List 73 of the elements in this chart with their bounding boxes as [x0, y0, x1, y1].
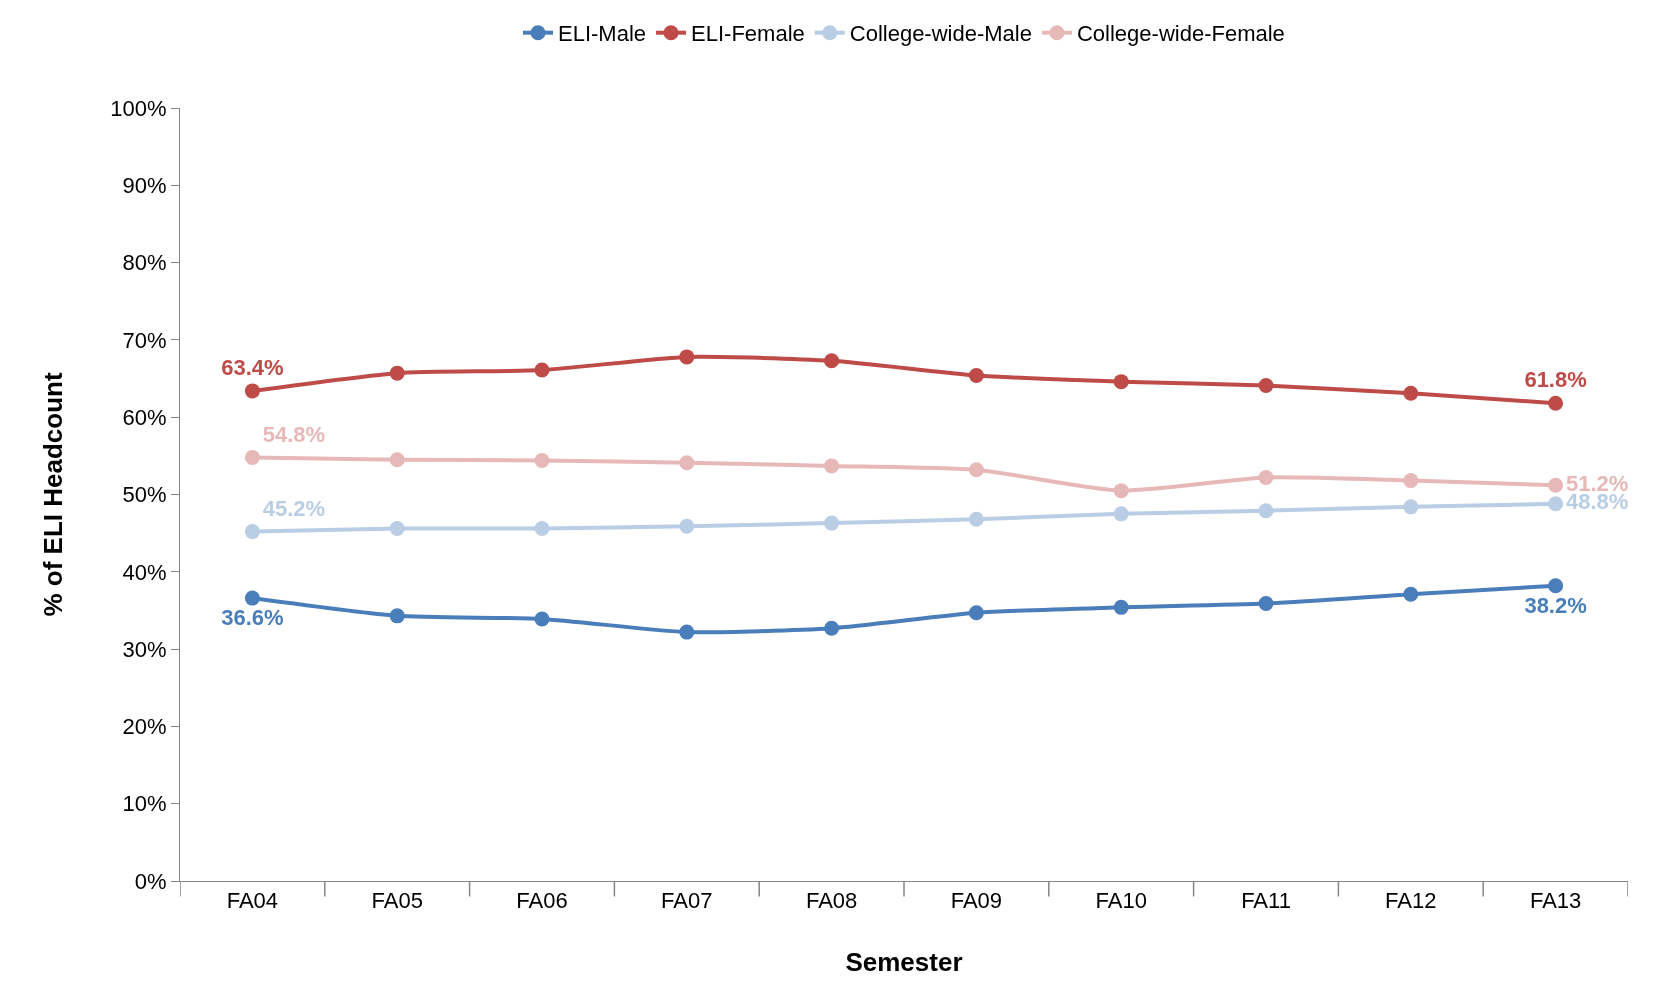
y-tick-label: 60% [122, 404, 167, 430]
data-label: 38.2% [1524, 592, 1587, 618]
legend-label: ELI-Male [558, 21, 647, 47]
x-tick-label: FA09 [950, 888, 1003, 914]
point [1258, 469, 1274, 485]
point [1548, 395, 1564, 411]
x-tick-label: FA06 [516, 888, 568, 914]
y-tick-label: 100% [110, 95, 167, 121]
point [1258, 595, 1274, 611]
data-label: 61.8% [1524, 367, 1587, 393]
point [1113, 483, 1129, 499]
y-tick-label: 90% [122, 173, 167, 198]
point [1113, 599, 1129, 615]
y-tick-label: 30% [122, 636, 167, 662]
point [679, 349, 695, 365]
point [679, 518, 695, 534]
y-axis-title: % of ELI Headcount [37, 372, 68, 617]
point [1403, 499, 1419, 515]
y-tick-label: 10% [122, 791, 167, 817]
x-tick-label: FA07 [661, 888, 713, 914]
point [389, 452, 405, 468]
point [389, 521, 405, 536]
point [534, 521, 550, 536]
point [244, 449, 260, 465]
x-tick-label: FA05 [371, 888, 423, 914]
point [1403, 586, 1419, 602]
x-tick-label: FA11 [1241, 888, 1291, 914]
point [244, 383, 260, 399]
y-tick-label: 50% [122, 482, 167, 508]
legend-label: College-wide-Male [849, 21, 1032, 47]
point [1548, 477, 1564, 493]
data-label: 54.8% [262, 421, 326, 447]
point [1548, 496, 1564, 512]
y-tick-label: 20% [122, 714, 167, 740]
x-tick-label: FA08 [805, 888, 858, 914]
point [1113, 374, 1129, 390]
y-tick-label: 40% [122, 559, 167, 585]
point [389, 608, 405, 624]
point [1258, 378, 1274, 393]
point [968, 367, 984, 383]
x-tick-label: FA13 [1529, 888, 1582, 914]
x-tick-label: FA12 [1385, 888, 1437, 914]
point [1548, 578, 1564, 594]
point [824, 458, 840, 474]
point [968, 605, 984, 621]
point [389, 365, 405, 381]
point [679, 455, 695, 471]
data-label: 36.6% [221, 604, 284, 630]
x-axis-title: Semester [845, 947, 963, 978]
point [1403, 385, 1419, 401]
point [824, 515, 840, 531]
point [534, 611, 550, 627]
point [244, 524, 260, 540]
y-tick-label: 80% [122, 250, 167, 276]
point [824, 620, 840, 636]
point [968, 511, 984, 527]
x-tick-label: FA04 [226, 888, 279, 914]
legend-label: ELI-Female [691, 21, 805, 47]
point [534, 452, 550, 468]
y-tick-label: 0% [134, 868, 167, 894]
point [679, 624, 695, 640]
x-tick-label: FA10 [1095, 888, 1147, 914]
point [968, 462, 984, 478]
point [1258, 503, 1274, 519]
legend-label: College-wide-Female [1076, 21, 1285, 47]
point [824, 353, 840, 369]
data-label: 63.4% [221, 355, 284, 381]
point [534, 362, 550, 378]
point [1113, 506, 1129, 522]
data-label: 45.2% [262, 495, 326, 521]
point [244, 590, 260, 606]
point [1403, 473, 1419, 489]
y-tick-label: 70% [122, 327, 167, 353]
